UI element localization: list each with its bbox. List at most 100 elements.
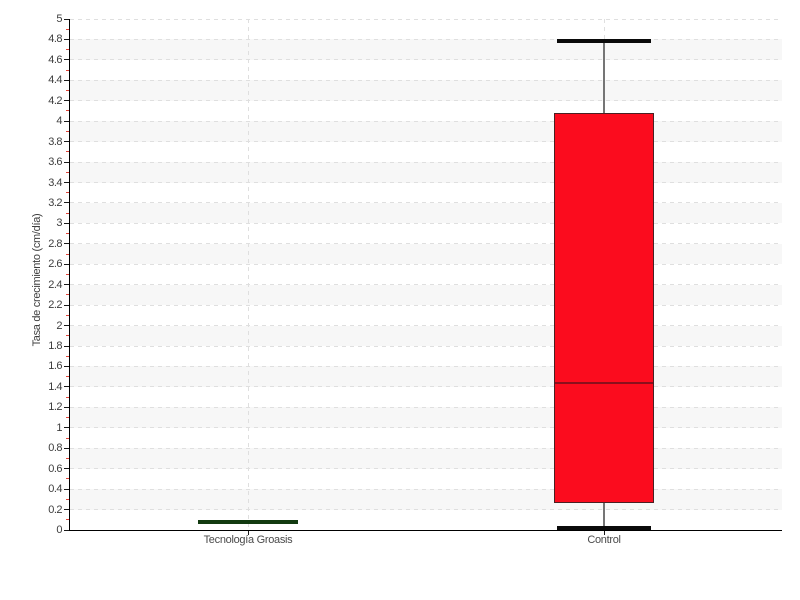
y-minor-tick [66,28,69,30]
y-minor-tick [66,253,69,255]
y-major-tick [64,182,69,184]
y-major-tick [64,345,69,347]
plot-band [70,80,782,101]
plot-band [70,284,782,306]
h-gridline [70,365,782,367]
h-gridline [70,100,782,102]
h-gridline [70,120,782,122]
y-tick-label: 5 [56,13,62,25]
h-gridline [70,243,782,245]
y-axis-line [69,19,70,531]
y-major-tick [64,161,69,163]
y-tick-label: 4.2 [48,94,62,107]
y-tick-label: 2.4 [48,278,62,291]
h-gridline [70,38,782,40]
y-minor-tick [66,417,69,419]
h-gridline [70,427,782,429]
box [554,113,654,504]
y-minor-tick [66,437,69,439]
y-major-tick [64,263,69,265]
y-minor-tick [66,110,69,112]
y-tick-label: 0.4 [48,483,62,496]
plot-band [70,448,782,469]
x-category-label: Control [587,534,621,546]
y-tick-label: 4.8 [48,33,62,46]
y-major-tick [64,386,69,388]
y-major-tick [64,243,69,245]
y-minor-tick [66,192,69,194]
y-minor-tick [66,151,69,153]
y-major-tick [64,304,69,306]
plot-band [70,243,782,265]
y-minor-tick [66,294,69,296]
y-minor-tick [66,355,69,357]
y-minor-tick [66,49,69,51]
y-major-tick [64,38,69,40]
h-gridline [70,406,782,408]
plot-band [70,489,782,510]
y-tick-label: 4.4 [48,74,62,87]
y-major-tick [64,120,69,122]
whisker-cap-min [557,525,651,530]
y-major-tick [64,509,69,511]
h-gridline [70,79,782,81]
y-minor-tick [66,376,69,378]
y-axis-title: Tasa de crecimiento (cm/día) [31,213,43,347]
y-major-tick [64,100,69,102]
y-major-tick [64,529,69,531]
y-tick-label: 0.8 [48,442,62,455]
y-minor-tick [66,171,69,173]
y-tick-label: 2.2 [48,299,62,312]
y-tick-label: 0.6 [48,462,62,475]
h-gridline [70,18,782,20]
y-major-tick [64,18,69,20]
plot-band [70,407,782,428]
h-gridline [70,304,782,306]
plot-band [70,366,782,387]
y-minor-tick [66,130,69,132]
h-gridline [70,386,782,388]
y-major-tick [64,365,69,367]
y-tick-label: 0 [56,524,62,536]
y-tick-label: 1 [56,421,62,434]
y-minor-tick [66,90,69,92]
h-gridline [70,284,782,286]
y-minor-tick [66,314,69,316]
median-line [199,521,297,524]
h-gridline [70,345,782,347]
y-tick-label: 2.8 [48,237,62,250]
plot-band [70,202,782,224]
y-major-tick [64,325,69,327]
y-minor-tick [66,396,69,398]
y-major-tick [64,222,69,224]
y-tick-label: 1.2 [48,401,62,414]
plot-band [70,162,782,183]
y-tick-label: 4.6 [48,53,62,66]
y-tick-label: 1.8 [48,340,62,353]
y-tick-label: 3 [56,217,62,230]
y-major-tick [64,79,69,81]
plot-band [70,325,782,347]
h-gridline [70,263,782,265]
y-tick-label: 2 [56,319,62,332]
h-gridline [70,182,782,184]
y-major-tick [64,488,69,490]
x-category-label: Tecnología Groasis [203,534,293,546]
x-axis-line [70,530,782,531]
y-minor-tick [66,478,69,480]
v-gridline [247,19,249,530]
h-gridline [70,141,782,143]
h-gridline [70,468,782,470]
y-minor-tick [66,457,69,459]
y-tick-label: 3.6 [48,156,62,169]
y-tick-label: 2.6 [48,258,62,271]
y-major-tick [64,447,69,449]
y-major-tick [64,202,69,204]
y-major-tick [64,59,69,61]
median-line [555,381,653,384]
h-gridline [70,447,782,449]
x-category-tick [603,531,605,535]
h-gridline [70,59,782,61]
x-category-tick [247,531,249,535]
